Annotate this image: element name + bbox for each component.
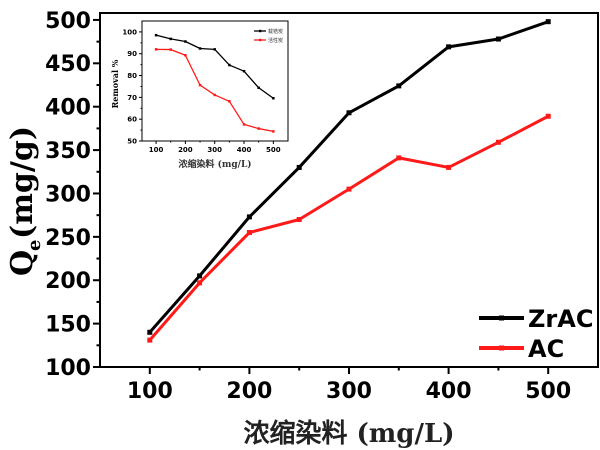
main-data-point — [446, 44, 452, 50]
inset-y-tick-label: 50 — [127, 138, 137, 146]
inset-x-tick-label: 400 — [237, 146, 252, 154]
main-data-point — [197, 280, 203, 286]
main-x-tick-label: 100 — [127, 379, 173, 404]
main-y-tick-label: 350 — [45, 139, 91, 164]
legend-marker-0 — [499, 315, 504, 321]
main-data-point — [545, 113, 551, 119]
main-y-tick-label: 100 — [45, 356, 91, 381]
main-data-point — [246, 214, 252, 220]
inset-data-point — [257, 127, 260, 130]
inset-legend-label-1: 活性炭 — [268, 37, 283, 44]
inset-data-point — [154, 33, 158, 37]
main-data-point — [147, 329, 153, 335]
inset-data-point — [257, 86, 260, 90]
main-data-point — [147, 337, 153, 343]
inset-x-tick-label: 300 — [207, 146, 222, 154]
inset-x-axis-label: 浓缩染料 (mg/L) — [178, 158, 251, 170]
inset-data-point — [184, 40, 187, 43]
inset-legend-label-0: 载锆炭 — [268, 28, 283, 35]
legend-label-0: ZrAC — [528, 305, 593, 333]
main-x-axis-label: 浓缩染料 (mg/L) — [243, 418, 454, 449]
main-data-point — [246, 230, 252, 236]
inset-data-point — [242, 69, 246, 73]
main-data-point — [545, 19, 551, 25]
main-y-tick-label: 400 — [45, 96, 91, 121]
main-x-tick-label: 200 — [226, 379, 272, 404]
main-data-point — [446, 164, 452, 170]
inset-legend-marker-0 — [259, 29, 262, 33]
main-y-tick-label: 200 — [45, 269, 91, 294]
inset-y-tick-label: 60 — [127, 116, 137, 124]
main-y-tick-label: 150 — [45, 313, 91, 338]
main-data-point — [296, 217, 302, 222]
inset-data-point — [198, 83, 202, 87]
inset-data-point — [169, 37, 172, 41]
inset-x-tick-label: 500 — [266, 146, 281, 154]
inset-data-point — [213, 48, 216, 51]
main-data-point — [396, 83, 402, 89]
inset-y-tick-label: 80 — [127, 72, 137, 80]
inset-y-tick-label: 90 — [127, 50, 137, 58]
inset-data-point — [228, 100, 231, 103]
inset-x-tick-label: 100 — [149, 146, 164, 154]
main-y-tick-label: 300 — [45, 182, 91, 207]
inset-data-point — [242, 123, 246, 126]
main-y-axis-label-subscript: e — [24, 240, 45, 251]
main-x-tick-label: 400 — [426, 379, 472, 404]
main-data-point — [346, 186, 352, 192]
inset-plot: 100 200 300 400 500 50 60 70 80 90 100 浓缩染料 (mg/L) R… — [110, 20, 289, 170]
inset-data-point — [272, 130, 275, 133]
main-y-axis-label-q: Q — [5, 250, 40, 276]
inset-data-point — [198, 47, 202, 50]
legend-marker-1 — [499, 345, 504, 351]
inset-data-point — [213, 93, 216, 97]
main-y-tick-label: 450 — [45, 52, 91, 77]
main-y-tick-label: 500 — [45, 9, 91, 34]
inset-x-tick-label: 200 — [178, 146, 193, 154]
main-x-tick-label: 500 — [525, 379, 571, 404]
main-data-point — [495, 36, 501, 42]
inset-data-point — [184, 54, 187, 57]
inset-data-point — [272, 96, 275, 100]
main-x-tick-label: 300 — [326, 379, 372, 404]
inset-legend-marker-1 — [259, 38, 262, 42]
main-data-point — [495, 139, 501, 145]
inset-data-point — [154, 48, 158, 51]
inset-y-tick-label: 70 — [127, 94, 137, 102]
main-y-axis-label-unit: (mg/g) — [5, 126, 40, 239]
main-data-point — [346, 110, 352, 116]
inset-y-tick-label: 100 — [122, 28, 137, 36]
main-data-point — [296, 164, 302, 170]
main-data-point — [396, 155, 402, 161]
inset-data-point — [169, 48, 172, 51]
main-data-point — [197, 273, 203, 279]
inset-y-axis-label: Removal % — [110, 59, 120, 108]
inset-plot-frame — [141, 20, 289, 142]
inset-data-point — [228, 63, 231, 67]
legend-label-1: AC — [528, 335, 564, 363]
main-y-tick-label: 250 — [45, 226, 91, 251]
main-plot: 100 200 300 400 500 100 150 200 250 300 350 400 450 5… — [5, 9, 599, 449]
